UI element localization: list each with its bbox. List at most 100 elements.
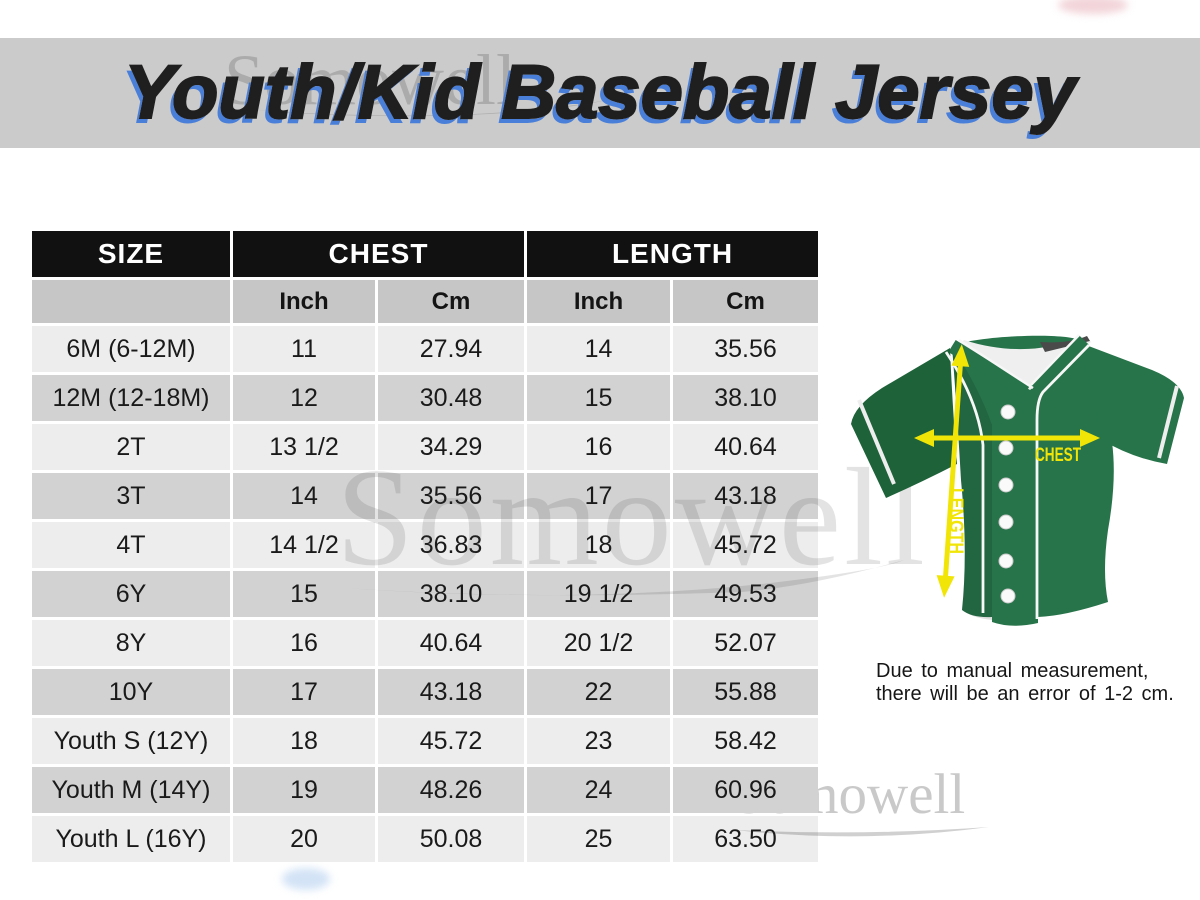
pink-smudge-artifact — [1058, 0, 1128, 14]
length-column-header: LENGTH — [527, 231, 819, 277]
table-row: 3T 14 35.56 17 43.18 — [32, 473, 819, 519]
table-cell: 15 — [527, 375, 670, 421]
table-cell: 25 — [527, 816, 670, 862]
table-cell: 19 — [233, 767, 375, 813]
note-line-2: there will be an error of 1-2 cm. — [876, 683, 1174, 705]
page-title: Youth/Kid Baseball Jersey — [123, 49, 1077, 136]
table-cell: 22 — [527, 669, 670, 715]
table-cell: 34.29 — [378, 424, 524, 470]
jersey-image: CHEST LENGTH — [851, 334, 1184, 626]
table-cell: 16 — [233, 620, 375, 666]
table-cell: 36.83 — [378, 522, 524, 568]
table-row: 4T 14 1/2 36.83 18 45.72 — [32, 522, 819, 568]
piping-right-outer — [1035, 344, 1091, 619]
table-cell: 17 — [233, 669, 375, 715]
table-cell: 3T — [32, 473, 230, 519]
table-cell: 20 — [233, 816, 375, 862]
piping-right-inner — [1030, 334, 1080, 386]
table-cell: 11 — [233, 326, 375, 372]
table-cell: 12 — [233, 375, 375, 421]
left-cuff-stripe — [857, 399, 896, 485]
table-cell: 49.53 — [673, 571, 819, 617]
table-cell: 45.72 — [673, 522, 819, 568]
size-table-body: 6M (6-12M) 11 27.94 14 35.56 12M (12-18M) 12 30… — [32, 326, 819, 862]
table-cell: 35.56 — [673, 326, 819, 372]
table-cell: 55.88 — [673, 669, 819, 715]
table-cell: 23 — [527, 718, 670, 764]
note-line-1: Due to manual measurement, — [876, 660, 1149, 682]
table-row: Youth L (16Y) 20 50.08 25 63.50 — [32, 816, 819, 862]
jersey-body — [952, 335, 1114, 626]
chest-arrow — [914, 429, 1100, 447]
table-cell: 6M (6-12M) — [32, 326, 230, 372]
blue-smudge-artifact — [282, 868, 330, 890]
table-cell: 2T — [32, 424, 230, 470]
table-cell: 13 1/2 — [233, 424, 375, 470]
piping-left-inner — [958, 338, 1034, 390]
table-cell: 43.18 — [673, 473, 819, 519]
measurement-note: Due to manual measurement, there will be… — [876, 660, 1186, 706]
table-cell: 15 — [233, 571, 375, 617]
chest-label: CHEST — [1035, 445, 1081, 466]
table-cell: 52.07 — [673, 620, 819, 666]
title-band — [0, 38, 1200, 148]
size-column-header: SIZE — [32, 231, 230, 277]
table-cell: 27.94 — [378, 326, 524, 372]
table-cell: 63.50 — [673, 816, 819, 862]
table-cell: Youth M (14Y) — [32, 767, 230, 813]
unit-header-chest-inch: Inch — [233, 280, 375, 323]
table-cell: 17 — [527, 473, 670, 519]
table-cell: 18 — [527, 522, 670, 568]
table-row: 6M (6-12M) 11 27.94 14 35.56 — [32, 326, 819, 372]
table-cell: 35.56 — [378, 473, 524, 519]
table-row: Youth M (14Y) 19 48.26 24 60.96 — [32, 767, 819, 813]
table-cell: 45.72 — [378, 718, 524, 764]
table-cell: 20 1/2 — [527, 620, 670, 666]
jersey-buttons — [998, 404, 1016, 604]
table-cell: 19 1/2 — [527, 571, 670, 617]
table-cell: 14 — [233, 473, 375, 519]
table-cell: 8Y — [32, 620, 230, 666]
size-chart-table: SIZE CHEST LENGTH Inch Cm Inch Cm 6M (6-… — [29, 228, 821, 865]
table-row: 8Y 16 40.64 20 1/2 52.07 — [32, 620, 819, 666]
table-cell: 16 — [527, 424, 670, 470]
table-cell: 30.48 — [378, 375, 524, 421]
table-row: 2T 13 1/2 34.29 16 40.64 — [32, 424, 819, 470]
table-row: 6Y 15 38.10 19 1/2 49.53 — [32, 571, 819, 617]
table-cell: 48.26 — [378, 767, 524, 813]
table-unit-header-row: Inch Cm Inch Cm — [32, 280, 819, 323]
table-cell: 50.08 — [378, 816, 524, 862]
table-cell: Youth L (16Y) — [32, 816, 230, 862]
unit-header-empty — [32, 280, 230, 323]
jersey-inner-neck — [958, 336, 1091, 390]
table-cell: 4T — [32, 522, 230, 568]
table-cell: 6Y — [32, 571, 230, 617]
unit-header-chest-cm: Cm — [378, 280, 524, 323]
table-cell: 12M (12-18M) — [32, 375, 230, 421]
table-cell: 38.10 — [378, 571, 524, 617]
table-group-header-row: SIZE CHEST LENGTH — [32, 231, 819, 277]
table-cell: 60.96 — [673, 767, 819, 813]
table-cell: 14 1/2 — [233, 522, 375, 568]
unit-header-length-cm: Cm — [673, 280, 819, 323]
table-cell: 38.10 — [673, 375, 819, 421]
table-row: Youth S (12Y) 18 45.72 23 58.42 — [32, 718, 819, 764]
right-sleeve — [1078, 342, 1184, 464]
length-label: LENGTH — [945, 488, 966, 554]
chest-column-header: CHEST — [233, 231, 524, 277]
table-cell: Youth S (12Y) — [32, 718, 230, 764]
table-cell: 40.64 — [673, 424, 819, 470]
table-row: 10Y 17 43.18 22 55.88 — [32, 669, 819, 715]
table-cell: 14 — [527, 326, 670, 372]
left-sleeve — [851, 348, 957, 498]
length-arrow — [936, 344, 970, 598]
table-cell: 18 — [233, 718, 375, 764]
unit-header-length-inch: Inch — [527, 280, 670, 323]
table-row: 12M (12-18M) 12 30.48 15 38.10 — [32, 375, 819, 421]
table-cell: 10Y — [32, 669, 230, 715]
table-cell: 40.64 — [378, 620, 524, 666]
table-cell: 58.42 — [673, 718, 819, 764]
collar-band-right — [1030, 335, 1090, 395]
right-cuff-stripe — [1157, 385, 1179, 459]
